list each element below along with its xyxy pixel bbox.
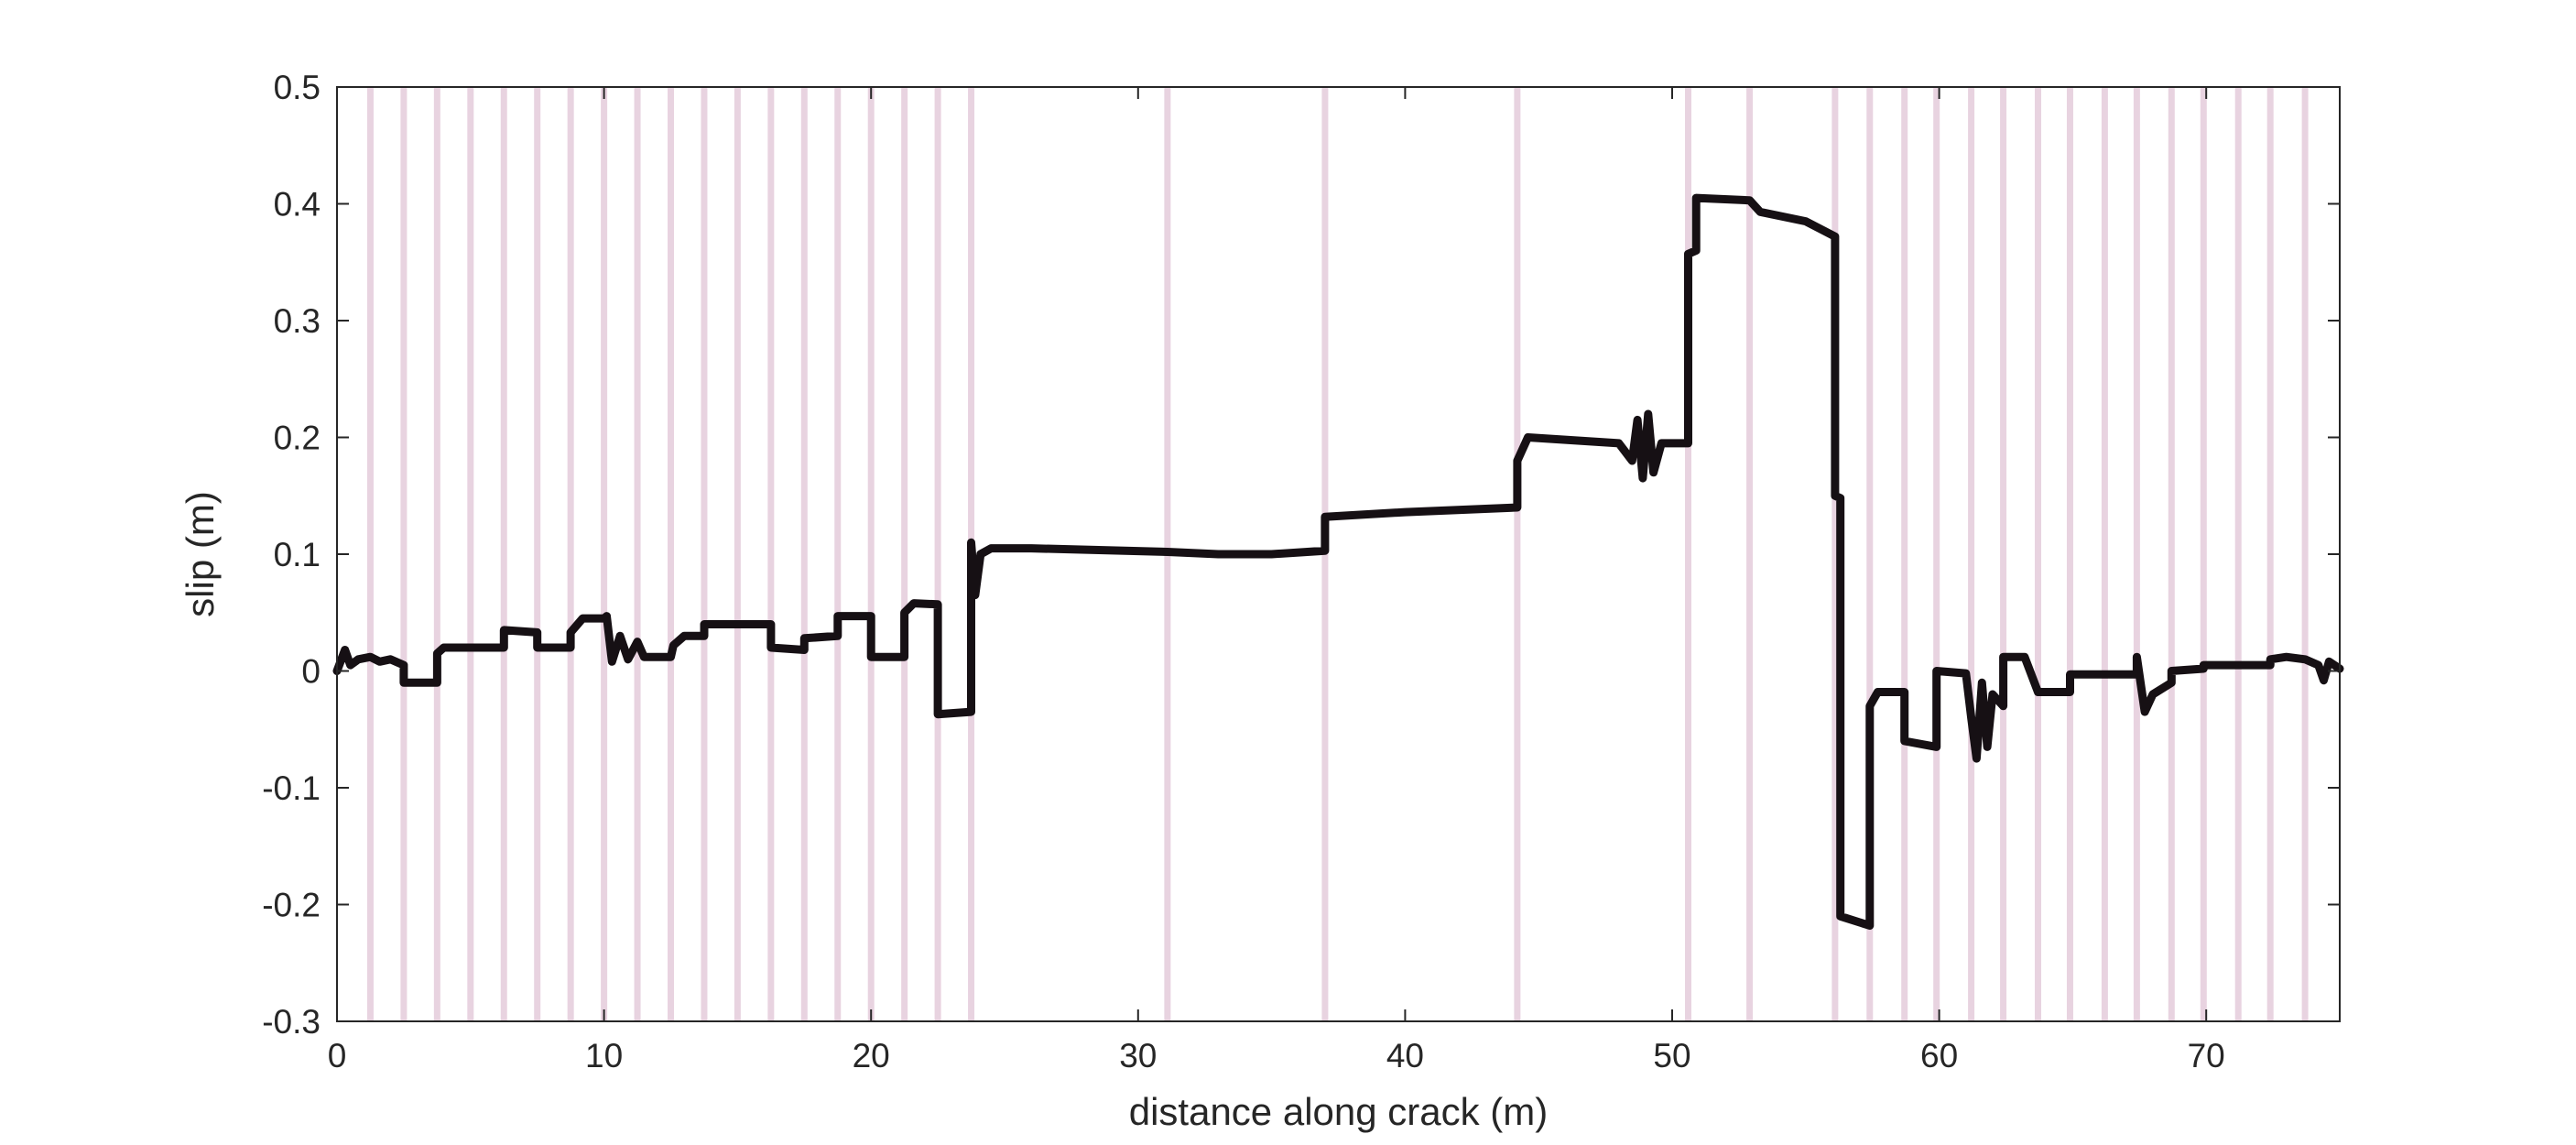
y-tick-label: -0.1 <box>262 769 321 807</box>
x-tick-label: 70 <box>2188 1037 2225 1074</box>
x-tick-label: 30 <box>1119 1037 1157 1074</box>
y-tick-label: 0 <box>301 653 321 691</box>
y-tick-label: 0.4 <box>274 186 321 224</box>
boundary-bands <box>366 87 2309 1021</box>
y-tick-label: -0.3 <box>262 1003 321 1041</box>
y-tick-label: 0.1 <box>274 536 321 573</box>
axis-ticks <box>336 86 2340 1022</box>
y-tick-label: 0.2 <box>274 420 321 457</box>
series-layer <box>332 193 2344 930</box>
y-tick-label: 0.3 <box>274 302 321 340</box>
series-line-0 <box>332 193 2344 930</box>
y-tick-labels: -0.3 -0.2 -0.1 0 0.1 0.2 0.3 0.4 0.5 <box>262 69 321 1041</box>
x-tick-label: 40 <box>1386 1037 1424 1074</box>
y-axis-label: slip (m) <box>179 491 222 617</box>
x-tick-labels: 0 10 20 30 40 50 60 70 <box>328 1037 2225 1074</box>
x-tick-label: 0 <box>328 1037 347 1074</box>
y-tick-label: -0.2 <box>262 887 321 924</box>
x-tick-label: 20 <box>853 1037 890 1074</box>
x-tick-label: 10 <box>585 1037 623 1074</box>
x-axis-label: distance along crack (m) <box>1129 1090 1549 1133</box>
y-tick-label: 0.5 <box>274 69 321 106</box>
x-tick-label: 60 <box>1920 1037 1958 1074</box>
x-tick-label: 50 <box>1653 1037 1690 1074</box>
